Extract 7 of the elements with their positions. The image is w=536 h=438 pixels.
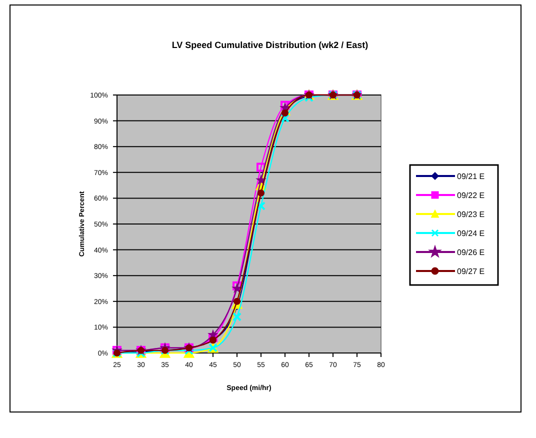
chart-title: LV Speed Cumulative Distribution (wk2 / East) — [172, 40, 368, 50]
legend-label: 09/23 E — [457, 210, 485, 219]
legend-label: 09/24 E — [457, 228, 485, 238]
legend-label: 09/21 E — [457, 172, 485, 181]
legend-label: 09/26 E — [457, 248, 485, 257]
legend-label: 09/22 E — [457, 190, 485, 200]
legend-label: 09/27 E — [457, 266, 485, 276]
